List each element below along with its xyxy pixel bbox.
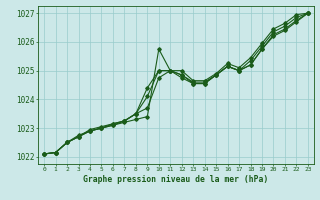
X-axis label: Graphe pression niveau de la mer (hPa): Graphe pression niveau de la mer (hPa) — [84, 175, 268, 184]
